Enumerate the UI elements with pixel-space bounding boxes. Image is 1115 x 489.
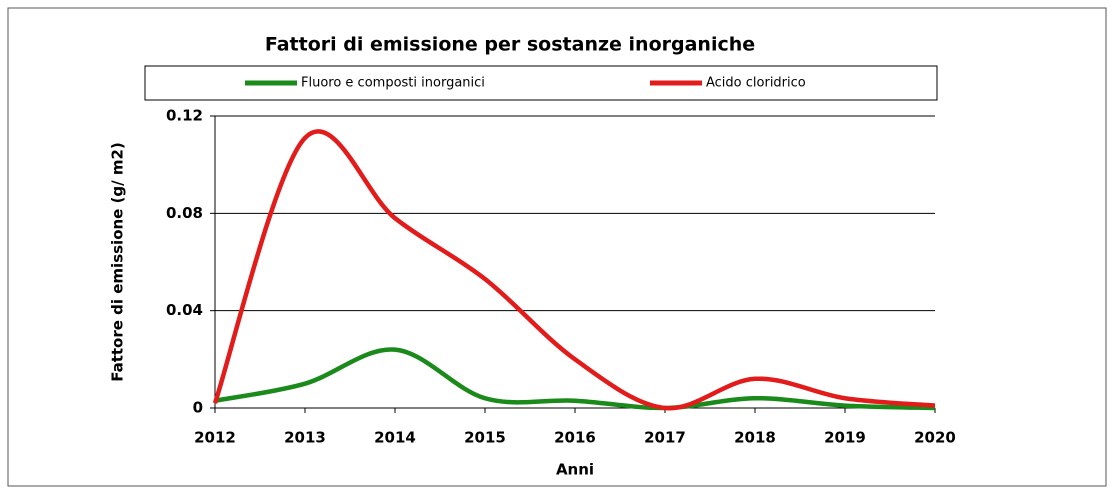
x-tick-label: 2015 bbox=[464, 429, 506, 447]
series-line bbox=[214, 347, 936, 411]
x-axis-label: Anni bbox=[556, 461, 594, 479]
legend-label: Fluoro e composti inorganici bbox=[301, 76, 485, 91]
x-tick-label: 2018 bbox=[734, 429, 776, 447]
x-tick-label: 2012 bbox=[194, 429, 236, 447]
y-tick-label: 0.12 bbox=[166, 107, 203, 125]
x-tick-label: 2014 bbox=[374, 429, 416, 447]
chart-title: Fattori di emissione per sostanze inorga… bbox=[265, 34, 755, 56]
x-tick-label: 2013 bbox=[284, 429, 326, 447]
legend-label: Acido cloridrico bbox=[706, 76, 806, 91]
y-tick-label: 0.04 bbox=[166, 301, 203, 319]
y-tick-label: 0 bbox=[193, 399, 203, 417]
y-tick-label: 0.08 bbox=[166, 204, 203, 222]
x-tick-label: 2017 bbox=[644, 429, 686, 447]
y-axis-label: Fattore di emissione (g/ m2) bbox=[109, 142, 127, 382]
series-line bbox=[212, 129, 936, 411]
x-tick-label: 2019 bbox=[824, 429, 866, 447]
x-tick-label: 2020 bbox=[914, 429, 956, 447]
x-tick-label: 2016 bbox=[554, 429, 596, 447]
